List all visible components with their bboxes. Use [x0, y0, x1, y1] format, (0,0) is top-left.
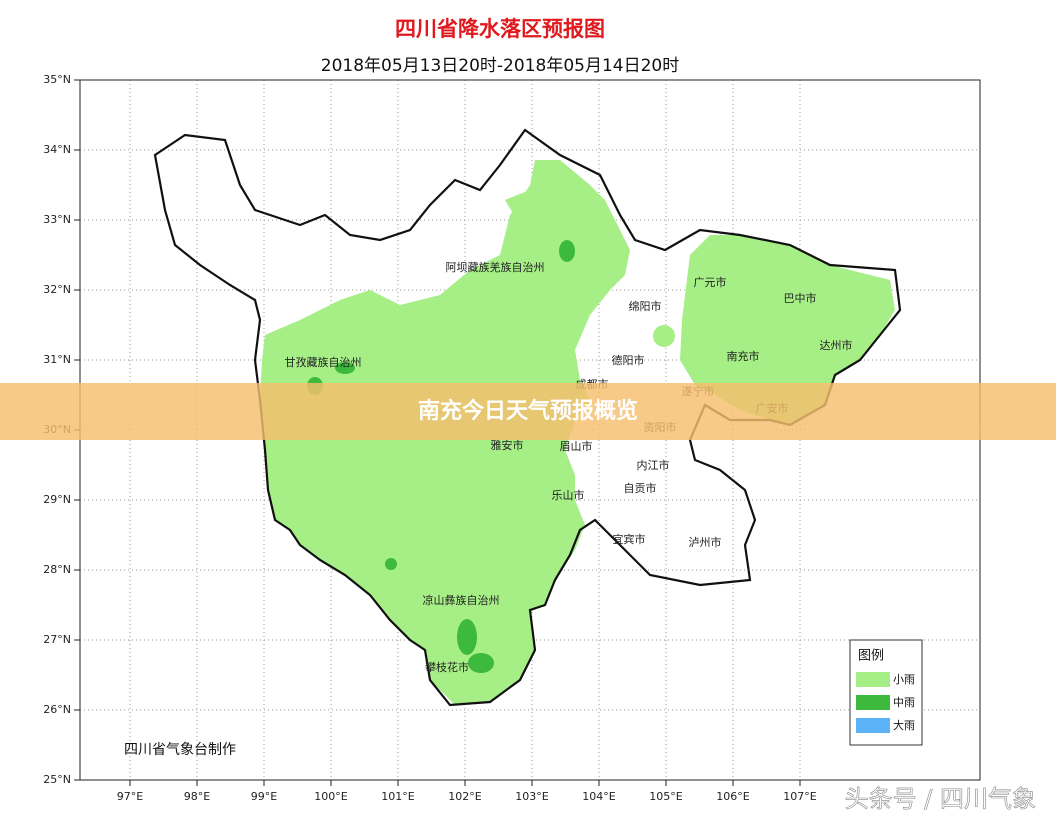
lon-tick-label: 100°E: [314, 790, 347, 803]
place-label: 德阳市: [612, 353, 645, 367]
place-label: 巴中市: [784, 291, 817, 305]
banner-band: [0, 383, 1056, 440]
place-label: 甘孜藏族自治州: [285, 355, 362, 369]
lon-tick-label: 99°E: [251, 790, 277, 803]
legend-swatch: [856, 695, 890, 710]
legend-label: 大雨: [893, 718, 915, 732]
place-label: 自贡市: [624, 481, 657, 495]
place-label: 眉山市: [560, 439, 593, 453]
place-label: 泸州市: [689, 535, 722, 549]
lon-tick-label: 97°E: [117, 790, 143, 803]
legend-swatch: [856, 672, 890, 687]
lat-tick-label: 34°N: [43, 143, 71, 156]
lat-tick-label: 33°N: [43, 213, 71, 226]
title: 四川省降水落区预报图: [395, 17, 605, 41]
moderate-rain-area: [457, 619, 477, 655]
place-label: 宜宾市: [613, 532, 646, 546]
lon-tick-label: 102°E: [448, 790, 481, 803]
province-boundary: [153, 128, 902, 707]
lat-tick-label: 29°N: [43, 493, 71, 506]
subtitle: 2018年05月13日20时-2018年05月14日20时: [321, 56, 679, 76]
watermark: 头条号 / 四川气象: [845, 785, 1036, 813]
moderate-rain-area: [385, 558, 397, 570]
lat-tick-label: 26°N: [43, 703, 71, 716]
place-label: 阿坝藏族羌族自治州: [446, 260, 545, 274]
place-label: 雅安市: [491, 438, 524, 452]
lon-tick-label: 98°E: [184, 790, 210, 803]
place-label: 内江市: [637, 458, 670, 472]
lon-tick-label: 105°E: [649, 790, 682, 803]
light-rain-area: [680, 235, 895, 425]
lat-tick-label: 28°N: [43, 563, 71, 576]
moderate-rain-area: [559, 240, 575, 262]
moderate-rain-area: [468, 653, 494, 673]
legend-swatch: [856, 718, 890, 733]
legend-label: 中雨: [893, 696, 915, 709]
lon-tick-label: 103°E: [515, 790, 548, 803]
place-labels: 阿坝藏族羌族自治州甘孜藏族自治州广元市巴中市绵阳市德阳市南充市达州市成都市遂宁市…: [285, 260, 853, 674]
lon-tick-label: 101°E: [381, 790, 414, 803]
legend-title: 图例: [858, 649, 884, 664]
lon-tick-label: 104°E: [582, 790, 615, 803]
credit: 四川省气象台制作: [124, 742, 236, 758]
lat-tick-label: 25°N: [43, 773, 71, 786]
moderate-rain-area: [335, 362, 355, 374]
lat-tick-label: 35°N: [43, 73, 71, 86]
place-label: 绵阳市: [629, 299, 662, 313]
light-rain-area: [505, 190, 580, 230]
lon-tick-label: 107°E: [783, 790, 816, 803]
place-label: 广元市: [694, 275, 727, 289]
lat-tick-label: 27°N: [43, 633, 71, 646]
place-label: 南充市: [727, 349, 760, 363]
legend-label: 小雨: [893, 673, 915, 686]
lat-tick-label: 31°N: [43, 353, 71, 366]
light-rain-area: [653, 325, 675, 347]
place-label: 凉山彝族自治州: [423, 593, 500, 607]
lat-tick-label: 32°N: [43, 283, 71, 296]
place-label: 攀枝花市: [425, 660, 469, 674]
place-label: 乐山市: [552, 488, 585, 502]
banner-title: 南充今日天气预报概览: [418, 398, 638, 424]
lon-tick-label: 106°E: [716, 790, 749, 803]
place-label: 达州市: [820, 338, 853, 352]
